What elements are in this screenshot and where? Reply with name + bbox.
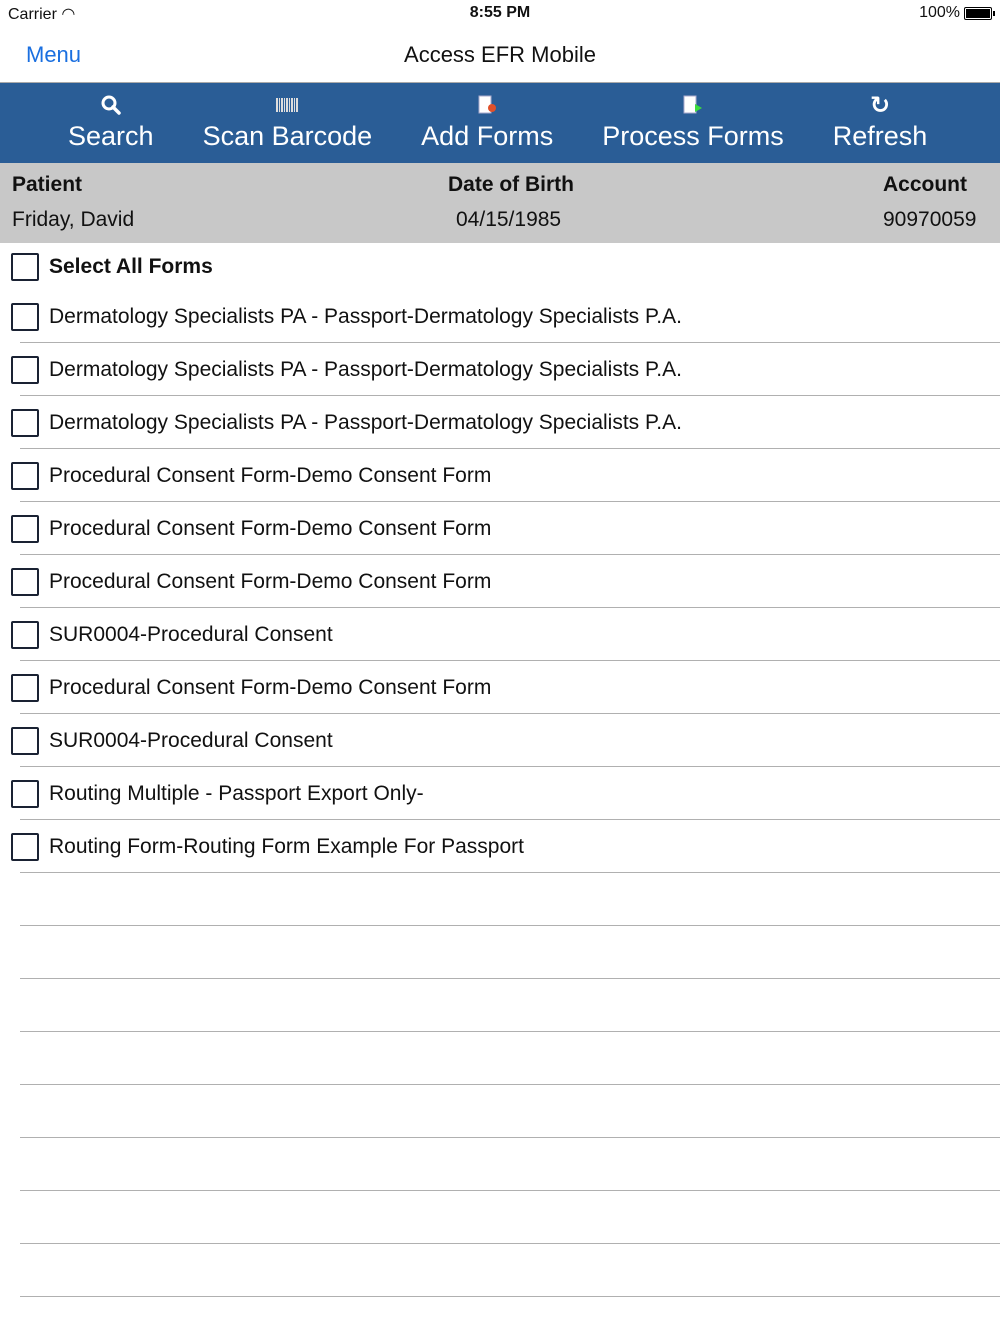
form-row[interactable]: Dermatology Specialists PA - Passport-De… — [0, 343, 1000, 396]
carrier: Carrier ◠ — [8, 6, 76, 23]
empty-rows — [0, 873, 1000, 1297]
form-checkbox[interactable] — [11, 832, 39, 861]
add-form-icon — [477, 91, 497, 119]
scan-barcode-button[interactable]: Scan Barcode — [203, 83, 372, 163]
form-row[interactable]: SUR0004-Procedural Consent — [0, 714, 1000, 767]
form-checkbox[interactable] — [11, 620, 39, 649]
form-title: Procedural Consent Form-Demo Consent For… — [49, 569, 492, 593]
form-checkbox[interactable] — [11, 408, 39, 437]
patient-label: Patient — [12, 173, 83, 196]
form-checkbox[interactable] — [11, 779, 39, 808]
empty-row — [0, 926, 1000, 979]
menu-button[interactable]: Menu — [26, 42, 82, 67]
status-bar: Carrier ◠ 8:55 PM 100% — [0, 0, 1000, 28]
form-title: Procedural Consent Form-Demo Consent For… — [49, 516, 492, 540]
empty-row — [0, 1032, 1000, 1085]
empty-row — [0, 873, 1000, 926]
clock: 8:55 PM — [469, 4, 531, 21]
form-row[interactable]: Procedural Consent Form-Demo Consent For… — [0, 555, 1000, 608]
form-row[interactable]: Routing Multiple - Passport Export Only- — [0, 767, 1000, 820]
form-title: Dermatology Specialists PA - Passport-De… — [49, 410, 682, 434]
patient-header: Patient Friday, David Date of Birth 04/1… — [0, 163, 1000, 243]
dob-label: Date of Birth — [448, 173, 574, 196]
form-checkbox[interactable] — [11, 355, 39, 384]
dob-value: 04/15/1985 — [456, 208, 562, 231]
form-title: SUR0004-Procedural Consent — [49, 728, 333, 752]
select-all-label: Select All Forms — [49, 254, 213, 278]
form-checkbox[interactable] — [11, 514, 39, 543]
empty-row — [0, 1085, 1000, 1138]
form-row[interactable]: Procedural Consent Form-Demo Consent For… — [0, 661, 1000, 714]
form-checkbox[interactable] — [11, 567, 39, 596]
form-title: Procedural Consent Form-Demo Consent For… — [49, 463, 492, 487]
form-checkbox[interactable] — [11, 726, 39, 755]
form-checkbox[interactable] — [11, 673, 39, 702]
patient-name: Friday, David — [12, 208, 135, 231]
forms-list: Dermatology Specialists PA - Passport-De… — [0, 290, 1000, 873]
form-title: Procedural Consent Form-Demo Consent For… — [49, 675, 492, 699]
process-form-icon — [682, 91, 704, 119]
toolbar: Search Scan Barcode Add Forms Process Fo… — [0, 83, 1000, 163]
battery-icon — [964, 6, 995, 20]
add-forms-button[interactable]: Add Forms — [421, 83, 553, 163]
form-checkbox[interactable] — [11, 461, 39, 490]
form-row[interactable]: Procedural Consent Form-Demo Consent For… — [0, 502, 1000, 555]
refresh-button[interactable]: ↻ Refresh — [832, 91, 928, 152]
form-row[interactable]: SUR0004-Procedural Consent — [0, 608, 1000, 661]
empty-row — [0, 1191, 1000, 1244]
barcode-icon — [276, 91, 299, 119]
wifi-icon: ◠ — [61, 6, 76, 23]
account-value: 90970059 — [883, 208, 977, 231]
form-row[interactable]: Routing Form-Routing Form Example For Pa… — [0, 820, 1000, 873]
empty-row — [0, 1244, 1000, 1297]
battery: 100% — [919, 4, 995, 22]
empty-row — [0, 1138, 1000, 1191]
account-label: Account — [883, 173, 967, 196]
page-title: Access EFR Mobile — [404, 42, 596, 67]
nav-bar: Menu Access EFR Mobile — [0, 28, 1000, 83]
form-checkbox[interactable] — [11, 302, 39, 331]
form-row[interactable]: Dermatology Specialists PA - Passport-De… — [0, 290, 1000, 343]
refresh-icon: ↻ — [869, 91, 891, 119]
form-row[interactable]: Dermatology Specialists PA - Passport-De… — [0, 396, 1000, 449]
form-title: Dermatology Specialists PA - Passport-De… — [49, 357, 682, 381]
search-icon — [100, 91, 122, 119]
select-all-checkbox[interactable] — [11, 252, 39, 281]
form-title: Routing Form-Routing Form Example For Pa… — [49, 834, 524, 858]
empty-row — [0, 979, 1000, 1032]
process-forms-button[interactable]: Process Forms — [602, 83, 784, 163]
form-title: Dermatology Specialists PA - Passport-De… — [49, 304, 682, 328]
select-all-row[interactable]: Select All Forms — [0, 243, 1000, 290]
form-row[interactable]: Procedural Consent Form-Demo Consent For… — [0, 449, 1000, 502]
form-title: SUR0004-Procedural Consent — [49, 622, 333, 646]
search-button[interactable]: Search — [68, 83, 154, 163]
form-title: Routing Multiple - Passport Export Only- — [49, 781, 424, 805]
